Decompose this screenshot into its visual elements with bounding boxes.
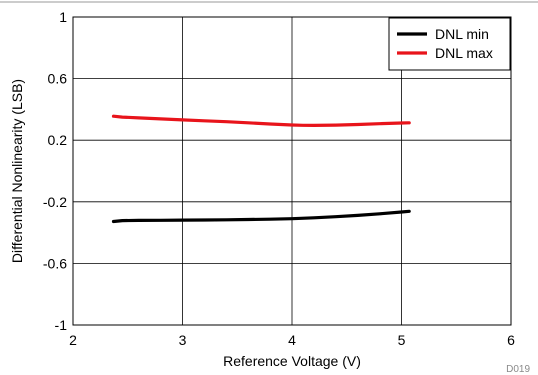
x-tick-label: 3 [179, 332, 187, 348]
y-axis-title: Differential Nonlinearity (LSB) [9, 79, 25, 263]
y-tick-label: -0.6 [43, 255, 67, 271]
x-tick-label: 2 [69, 332, 77, 348]
y-tick-label: 0.2 [48, 132, 68, 148]
series-line-dnl-min [114, 211, 410, 221]
series-lines [114, 116, 410, 221]
figure-id-label: D019 [506, 364, 530, 375]
legend-label-dnl-max: DNL max [435, 45, 493, 61]
legend: DNL min DNL max [389, 18, 510, 70]
y-tick-label: -1 [55, 317, 68, 333]
y-tick-label: -0.2 [43, 194, 67, 210]
x-tick-label: 4 [288, 332, 296, 348]
legend-label-dnl-min: DNL min [435, 26, 489, 42]
x-tick-label: 6 [507, 332, 515, 348]
series-line-dnl-max [114, 116, 410, 125]
y-tick-label: 1 [59, 9, 67, 25]
y-tick-label: 0.6 [48, 71, 68, 87]
x-axis-title: Reference Voltage (V) [223, 353, 361, 369]
x-tick-label: 5 [398, 332, 406, 348]
